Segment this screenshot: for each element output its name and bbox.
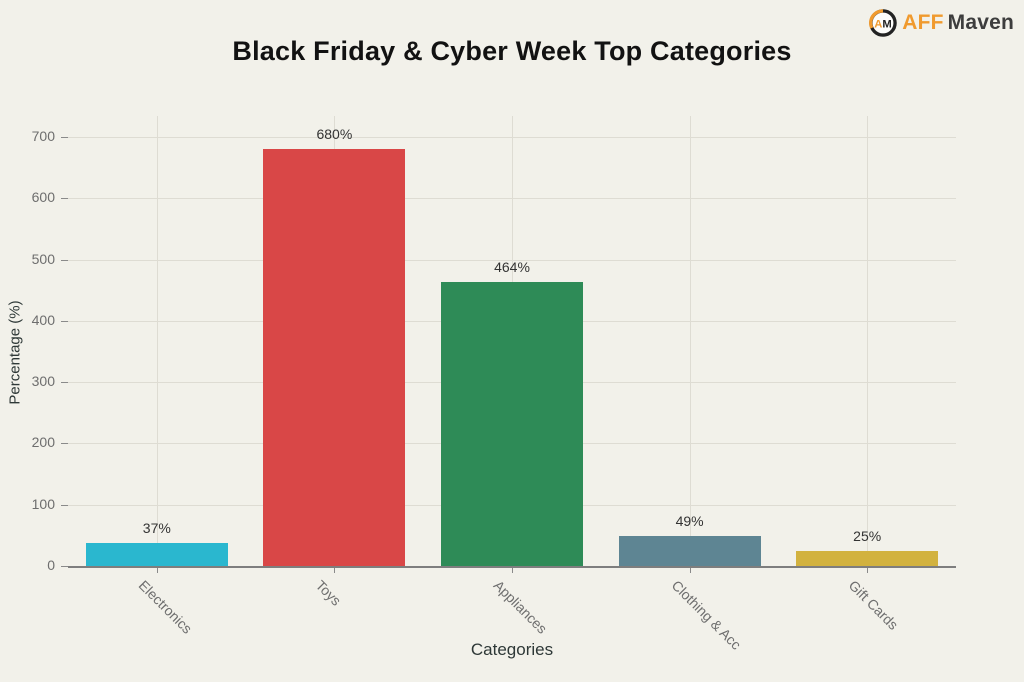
y-tick-label-200: 200 [31,434,55,451]
y-tick-mark-600 [61,198,68,200]
y-tick-mark-100 [61,504,68,506]
x-tick-mark-clothing-and-acc [689,568,691,573]
y-tick-mark-200 [61,443,68,445]
x-tick-label-toys: Toys [313,577,345,609]
x-axis-title: Categories [470,640,554,659]
svg-text:AM: AM [874,19,892,31]
chart-title: Black Friday & Cyber Week Top Categories [232,36,792,66]
bar-electronics [85,543,228,566]
y-tick-label-100: 100 [31,495,55,512]
bar-value-label-gift-cards: 25% [853,527,882,544]
y-tick-mark-400 [61,320,68,322]
y-tick-mark-300 [61,382,68,384]
gridline-x-gift-cards [867,116,869,566]
y-tick-label-300: 300 [31,373,55,390]
x-tick-label-electronics: Electronics [135,577,196,637]
y-tick-label-500: 500 [31,250,55,267]
y-tick-label-700: 700 [31,128,55,144]
gridline-x-clothing-and-acc [689,116,691,566]
bar-gift-cards [796,550,939,566]
x-tick-mark-gift-cards [867,568,869,573]
x-axis-line [68,566,956,568]
bar-value-label-appliances: 464% [494,258,530,275]
bar-value-label-clothing-and-acc: 49% [675,512,704,529]
x-tick-mark-appliances [512,568,513,573]
x-tick-mark-toys [334,568,336,573]
logo-text-aff: AFF [902,11,944,34]
logo-text-maven: Maven [947,11,1014,34]
affmaven-logo-icon: AM [869,9,897,37]
y-tick-mark-700 [61,137,68,138]
x-tick-label-appliances: Appliances [490,577,551,637]
bar-clothing-and-acc [618,535,761,566]
y-tick-mark-500 [61,259,68,261]
y-tick-mark-0 [61,566,68,567]
y-tick-label-400: 400 [31,311,55,328]
gridline-x-electronics [156,116,158,566]
bar-value-label-toys: 680% [316,126,353,143]
gridline-y-600 [68,198,956,200]
affmaven-logo: AM AFF Maven [868,8,1014,38]
bar-appliances [441,281,583,566]
x-tick-label-gift-cards: Gift Cards [845,577,902,633]
y-tick-label-600: 600 [31,189,55,206]
y-tick-label-0: 0 [47,557,55,573]
gridline-y-500 [68,259,956,261]
bar-value-label-electronics: 37% [142,520,171,537]
y-axis-title: Percentage (%) [6,300,24,405]
bar-toys [263,149,406,566]
gridline-y-700 [68,137,956,138]
x-tick-mark-electronics [156,568,158,573]
